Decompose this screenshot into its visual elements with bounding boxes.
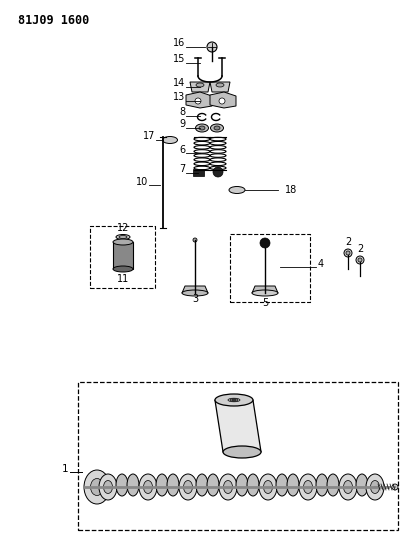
Ellipse shape	[276, 474, 288, 496]
Ellipse shape	[287, 474, 299, 496]
Polygon shape	[182, 286, 208, 293]
Circle shape	[346, 251, 350, 255]
Text: 9: 9	[179, 119, 185, 129]
Ellipse shape	[211, 124, 223, 132]
Ellipse shape	[195, 124, 209, 132]
Ellipse shape	[104, 481, 112, 494]
Ellipse shape	[236, 474, 248, 496]
Polygon shape	[186, 92, 212, 108]
Ellipse shape	[356, 474, 368, 496]
Ellipse shape	[229, 187, 245, 193]
Ellipse shape	[252, 290, 278, 296]
Ellipse shape	[327, 474, 339, 496]
Ellipse shape	[370, 481, 380, 494]
Ellipse shape	[113, 239, 133, 245]
Polygon shape	[210, 92, 236, 108]
Text: 15: 15	[173, 54, 185, 64]
Circle shape	[193, 238, 197, 242]
Ellipse shape	[214, 126, 220, 130]
Ellipse shape	[366, 474, 384, 500]
Text: 81J09 1600: 81J09 1600	[18, 14, 89, 27]
Ellipse shape	[183, 481, 192, 494]
Text: 8: 8	[179, 107, 185, 117]
Bar	[113, 242, 133, 269]
Text: 1: 1	[62, 464, 68, 474]
Text: 5: 5	[262, 298, 268, 308]
Circle shape	[219, 98, 225, 104]
Ellipse shape	[167, 474, 179, 496]
Ellipse shape	[116, 235, 130, 239]
Circle shape	[344, 249, 352, 257]
Text: 6: 6	[179, 145, 185, 155]
Ellipse shape	[339, 474, 357, 500]
Ellipse shape	[216, 83, 224, 87]
Text: 3: 3	[192, 294, 198, 304]
Text: 7: 7	[179, 164, 185, 174]
Ellipse shape	[304, 481, 313, 494]
Text: 17: 17	[142, 131, 155, 141]
Ellipse shape	[113, 266, 133, 272]
Ellipse shape	[196, 83, 204, 87]
Ellipse shape	[156, 474, 168, 496]
Text: 16: 16	[173, 38, 185, 48]
Ellipse shape	[182, 290, 208, 296]
Text: 2: 2	[357, 244, 363, 254]
Bar	[90, 226, 155, 288]
Ellipse shape	[116, 474, 128, 496]
Ellipse shape	[84, 470, 110, 504]
Polygon shape	[190, 82, 210, 92]
Ellipse shape	[247, 474, 259, 496]
Ellipse shape	[139, 474, 157, 500]
Circle shape	[195, 98, 201, 104]
Ellipse shape	[299, 474, 317, 500]
Circle shape	[207, 42, 217, 52]
Bar	[230, 234, 310, 302]
Text: 2: 2	[345, 237, 351, 247]
Text: 4: 4	[318, 259, 324, 269]
Text: 10: 10	[136, 177, 148, 187]
Ellipse shape	[223, 481, 233, 494]
Circle shape	[260, 238, 270, 248]
Polygon shape	[252, 286, 278, 293]
Polygon shape	[210, 82, 230, 92]
Ellipse shape	[162, 136, 178, 143]
Ellipse shape	[199, 126, 205, 130]
Ellipse shape	[219, 474, 237, 500]
Ellipse shape	[143, 481, 152, 494]
Text: 11: 11	[117, 274, 129, 284]
Ellipse shape	[316, 474, 328, 496]
Circle shape	[356, 256, 364, 264]
Ellipse shape	[90, 479, 104, 496]
Circle shape	[392, 484, 398, 490]
Ellipse shape	[99, 474, 117, 500]
Ellipse shape	[207, 474, 219, 496]
Text: 13: 13	[173, 92, 185, 102]
Ellipse shape	[196, 474, 208, 496]
Ellipse shape	[179, 474, 197, 500]
Text: 14: 14	[173, 78, 185, 88]
Ellipse shape	[119, 236, 127, 238]
Text: 12: 12	[117, 223, 129, 233]
Ellipse shape	[344, 481, 353, 494]
Ellipse shape	[215, 394, 253, 406]
Bar	[193, 169, 204, 176]
Ellipse shape	[263, 481, 273, 494]
Ellipse shape	[223, 446, 261, 458]
Text: 18: 18	[285, 185, 297, 195]
Circle shape	[213, 167, 223, 177]
Bar	[78, 382, 398, 530]
Ellipse shape	[259, 474, 277, 500]
Circle shape	[358, 258, 362, 262]
Polygon shape	[215, 400, 261, 452]
Ellipse shape	[127, 474, 139, 496]
